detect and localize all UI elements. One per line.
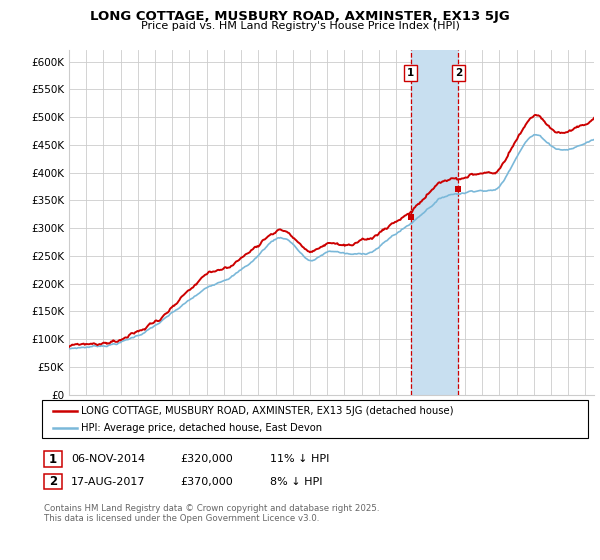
Text: 17-AUG-2017: 17-AUG-2017: [71, 477, 145, 487]
Text: LONG COTTAGE, MUSBURY ROAD, AXMINSTER, EX13 5JG (detached house): LONG COTTAGE, MUSBURY ROAD, AXMINSTER, E…: [81, 405, 454, 416]
Text: 11% ↓ HPI: 11% ↓ HPI: [270, 454, 329, 464]
Text: Price paid vs. HM Land Registry's House Price Index (HPI): Price paid vs. HM Land Registry's House …: [140, 21, 460, 31]
Text: £320,000: £320,000: [180, 454, 233, 464]
Text: 06-NOV-2014: 06-NOV-2014: [71, 454, 145, 464]
Text: HPI: Average price, detached house, East Devon: HPI: Average price, detached house, East…: [81, 423, 322, 433]
Bar: [410, 50, 458, 395]
Text: 2: 2: [455, 68, 462, 78]
Text: 1: 1: [49, 452, 57, 466]
Text: LONG COTTAGE, MUSBURY ROAD, AXMINSTER, EX13 5JG: LONG COTTAGE, MUSBURY ROAD, AXMINSTER, E…: [90, 10, 510, 23]
Text: Contains HM Land Registry data © Crown copyright and database right 2025.
This d: Contains HM Land Registry data © Crown c…: [44, 504, 379, 524]
Text: 2: 2: [49, 475, 57, 488]
Text: £370,000: £370,000: [180, 477, 233, 487]
Text: 1: 1: [407, 68, 415, 78]
Text: 8% ↓ HPI: 8% ↓ HPI: [270, 477, 323, 487]
